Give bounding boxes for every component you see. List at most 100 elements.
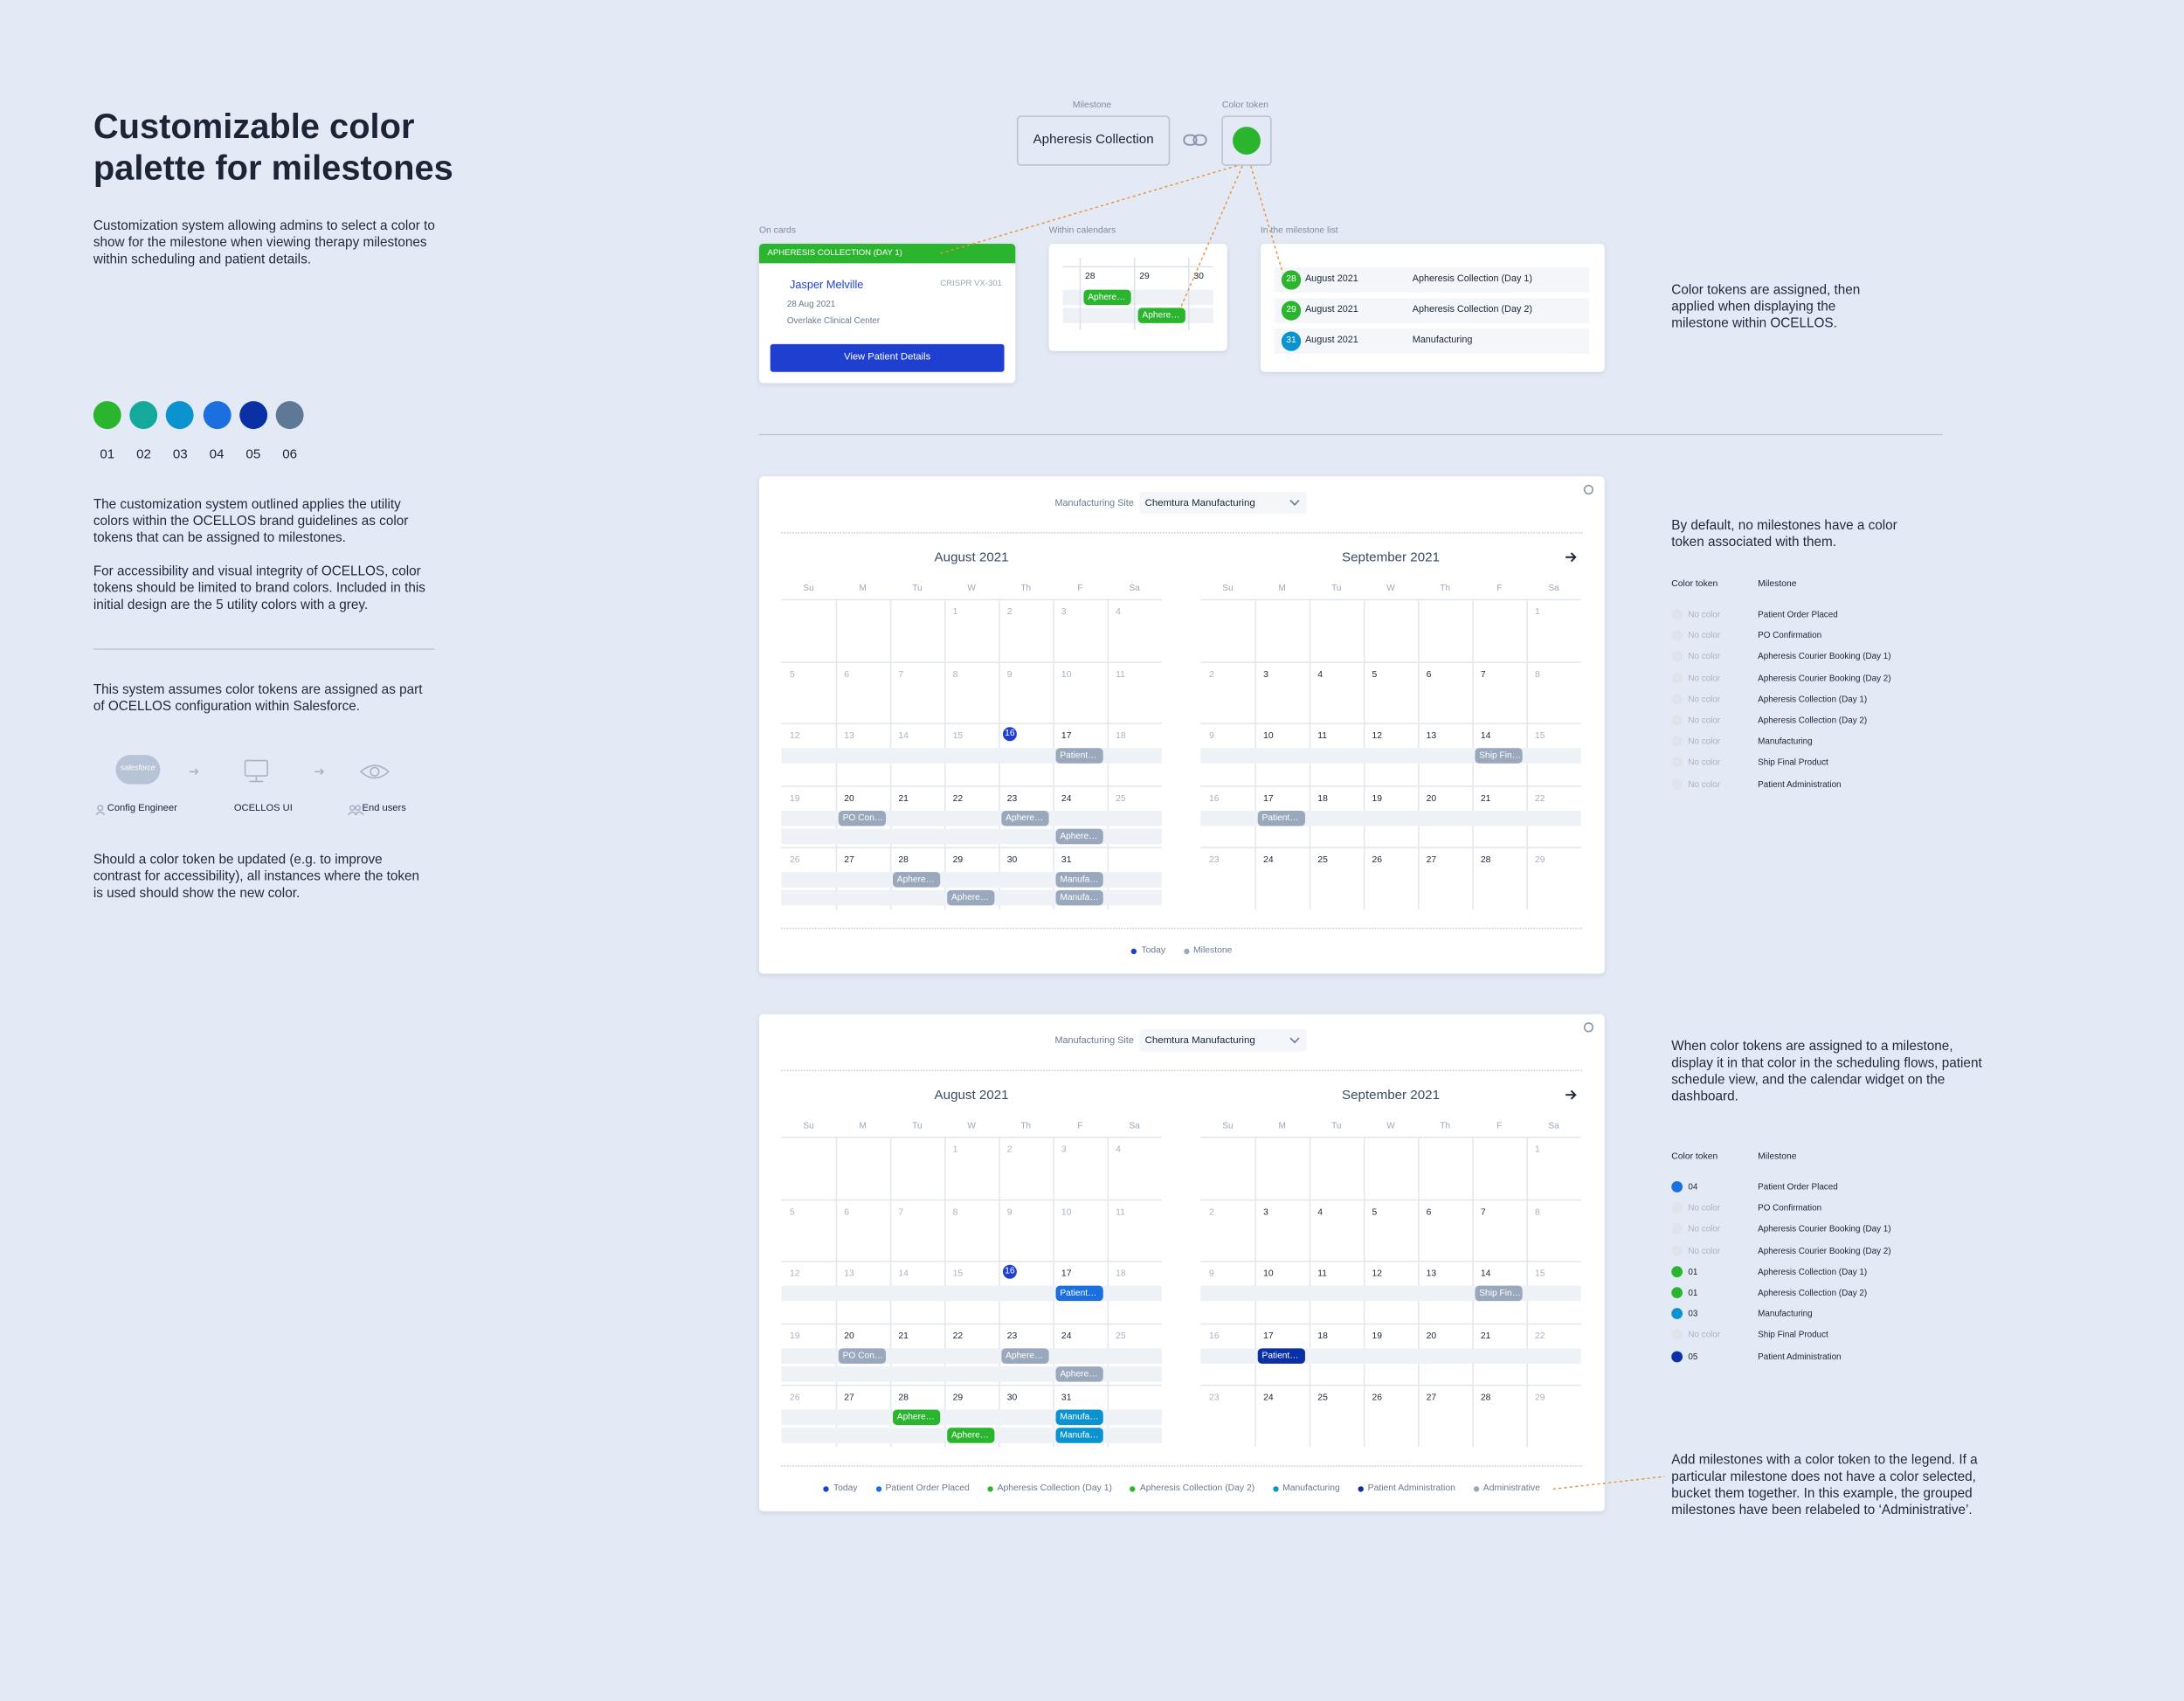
day-number: 19 (1372, 793, 1383, 804)
chevron (1289, 1033, 1300, 1044)
milestone: Apheresis Collection (Day 1) (1412, 274, 1533, 285)
calendar-cell (1200, 1322, 1255, 1385)
milestone-chip[interactable]: Manufa… (1055, 1428, 1103, 1443)
day-number: 15 (952, 1269, 964, 1279)
view-patient-button[interactable]: View Patient Details (770, 343, 1005, 372)
table-header: Milestone (1758, 579, 1797, 590)
token-dot (1671, 1265, 1683, 1277)
link-icon (1183, 134, 1207, 146)
calendar-cell (1254, 660, 1310, 723)
weekday: Su (803, 1121, 814, 1131)
milestone-chip[interactable]: Aphere… (1055, 1366, 1103, 1381)
milestone-chip[interactable]: Aphere… (1001, 810, 1049, 826)
calendar-cell (1200, 847, 1255, 909)
day-number: 28 (898, 854, 909, 866)
day-number: 1 (1535, 1144, 1540, 1155)
day-number: 25 (1116, 793, 1126, 804)
day-number: 17 (1263, 793, 1274, 804)
swatch-label: 04 (209, 446, 225, 463)
day-number: 26 (1372, 1393, 1383, 1403)
day-number: 24 (1061, 1331, 1072, 1341)
day-number: 15 (952, 731, 964, 742)
site-dropdown[interactable]: Chemtura Manufacturing (1139, 491, 1307, 515)
milestone-chip[interactable]: PO Con… (838, 810, 887, 826)
milestone-chip[interactable]: Aphere… (1001, 1347, 1049, 1364)
day-number: 29 (1139, 271, 1150, 282)
description: Customization system allowing admins to … (93, 218, 435, 268)
calendar-cell (1526, 1137, 1581, 1199)
day-number: 2 (1208, 1207, 1214, 1217)
calendar-cell (1363, 847, 1419, 909)
milestone-chip[interactable]: Aphere… (893, 872, 941, 888)
milestone-chip[interactable]: Patient… (1257, 810, 1305, 826)
legend-dot (1358, 1485, 1364, 1491)
day-number: 18 (1317, 1331, 1328, 1341)
divider (781, 1069, 1583, 1072)
band (781, 1366, 1162, 1381)
site: Overlake Clinical Center (786, 315, 881, 327)
milestone-chip[interactable]: Manufa… (1055, 889, 1103, 906)
day-number: 8 (952, 1207, 958, 1217)
milestone-chip[interactable]: Ship Fin… (1475, 748, 1523, 764)
info-icon (1583, 1022, 1593, 1033)
month-title: August 2021 (934, 550, 1009, 566)
month: August 2021 (1304, 335, 1358, 346)
milestone-chip[interactable]: PO Con… (838, 1347, 887, 1364)
milestone-name: Manufacturing (1758, 736, 1813, 747)
weekday: Tu (1331, 1121, 1342, 1131)
calendar-cell (1472, 847, 1527, 909)
color-swatch (129, 401, 158, 430)
milestone-chip: Aphere… (1137, 308, 1185, 323)
day-number: 14 (898, 1269, 909, 1279)
calendar-cell (1363, 1137, 1419, 1199)
day-number: 1 (1535, 607, 1540, 618)
annotation: Add milestones with a color token to the… (1671, 1452, 1978, 1518)
token-label: No color (1688, 652, 1721, 662)
day-number: 16 (1002, 727, 1017, 742)
milestone-chip[interactable]: Patient… (1055, 748, 1103, 764)
day-number: 16 (1208, 1331, 1220, 1341)
milestone-chip[interactable]: Aphere… (893, 1409, 941, 1426)
weekday: F (1496, 1121, 1503, 1131)
weekday: W (1386, 1121, 1395, 1131)
milestone-chip[interactable]: Ship Fin… (1475, 1285, 1523, 1302)
milestone-chip[interactable]: Patient… (1257, 1347, 1305, 1364)
calendar-cell (1526, 1198, 1581, 1261)
milestone-chip[interactable]: Patient… (1055, 1285, 1103, 1302)
weekday: Su (1222, 584, 1234, 594)
token-label: 05 (1688, 1352, 1698, 1362)
milestone-chip[interactable]: Aphere… (1055, 827, 1103, 844)
calendar-cell (889, 1198, 945, 1261)
calendar-cell (781, 847, 836, 909)
calendar-cell (1309, 1137, 1364, 1199)
day-number: 2 (1006, 1144, 1013, 1155)
day-number: 22 (952, 793, 964, 804)
legend-label: Today (833, 1483, 858, 1494)
day-number: 2 (1006, 607, 1013, 618)
milestone-chip[interactable]: Manufa… (1055, 872, 1103, 888)
weekday: Su (1222, 1121, 1234, 1131)
milestone-chip[interactable]: Aphere… (947, 889, 995, 906)
legend-label: Apheresis Collection (Day 2) (1139, 1483, 1255, 1494)
milestone-chip[interactable]: Aphere… (947, 1428, 995, 1443)
milestone-chip[interactable]: Manufa… (1055, 1409, 1103, 1426)
day-number: 16 (1208, 793, 1220, 804)
token-dot (1671, 1308, 1683, 1320)
site-dropdown[interactable]: Chemtura Manufacturing (1139, 1029, 1307, 1052)
month: August 2021 (1304, 305, 1358, 315)
section-label: In the milestone list (1260, 225, 1338, 236)
calendar-cell (1200, 1198, 1255, 1261)
day-number: 17 (1263, 1331, 1274, 1341)
chevron (1289, 495, 1300, 506)
legend-item: Today (1131, 946, 1165, 956)
day-number: 1 (952, 607, 958, 618)
legend-item: Patient Order Placed (875, 1483, 970, 1493)
calendar-cell (1107, 660, 1162, 723)
grid-line (1133, 257, 1136, 330)
day-number: 18 (1116, 1269, 1126, 1279)
day-number: 22 (1535, 1331, 1545, 1341)
token-label: No color (1688, 674, 1721, 684)
day-number: 5 (1372, 1207, 1378, 1217)
legend-dot (1272, 1485, 1279, 1491)
milestone-name: Ship Final Product (1758, 757, 1828, 769)
